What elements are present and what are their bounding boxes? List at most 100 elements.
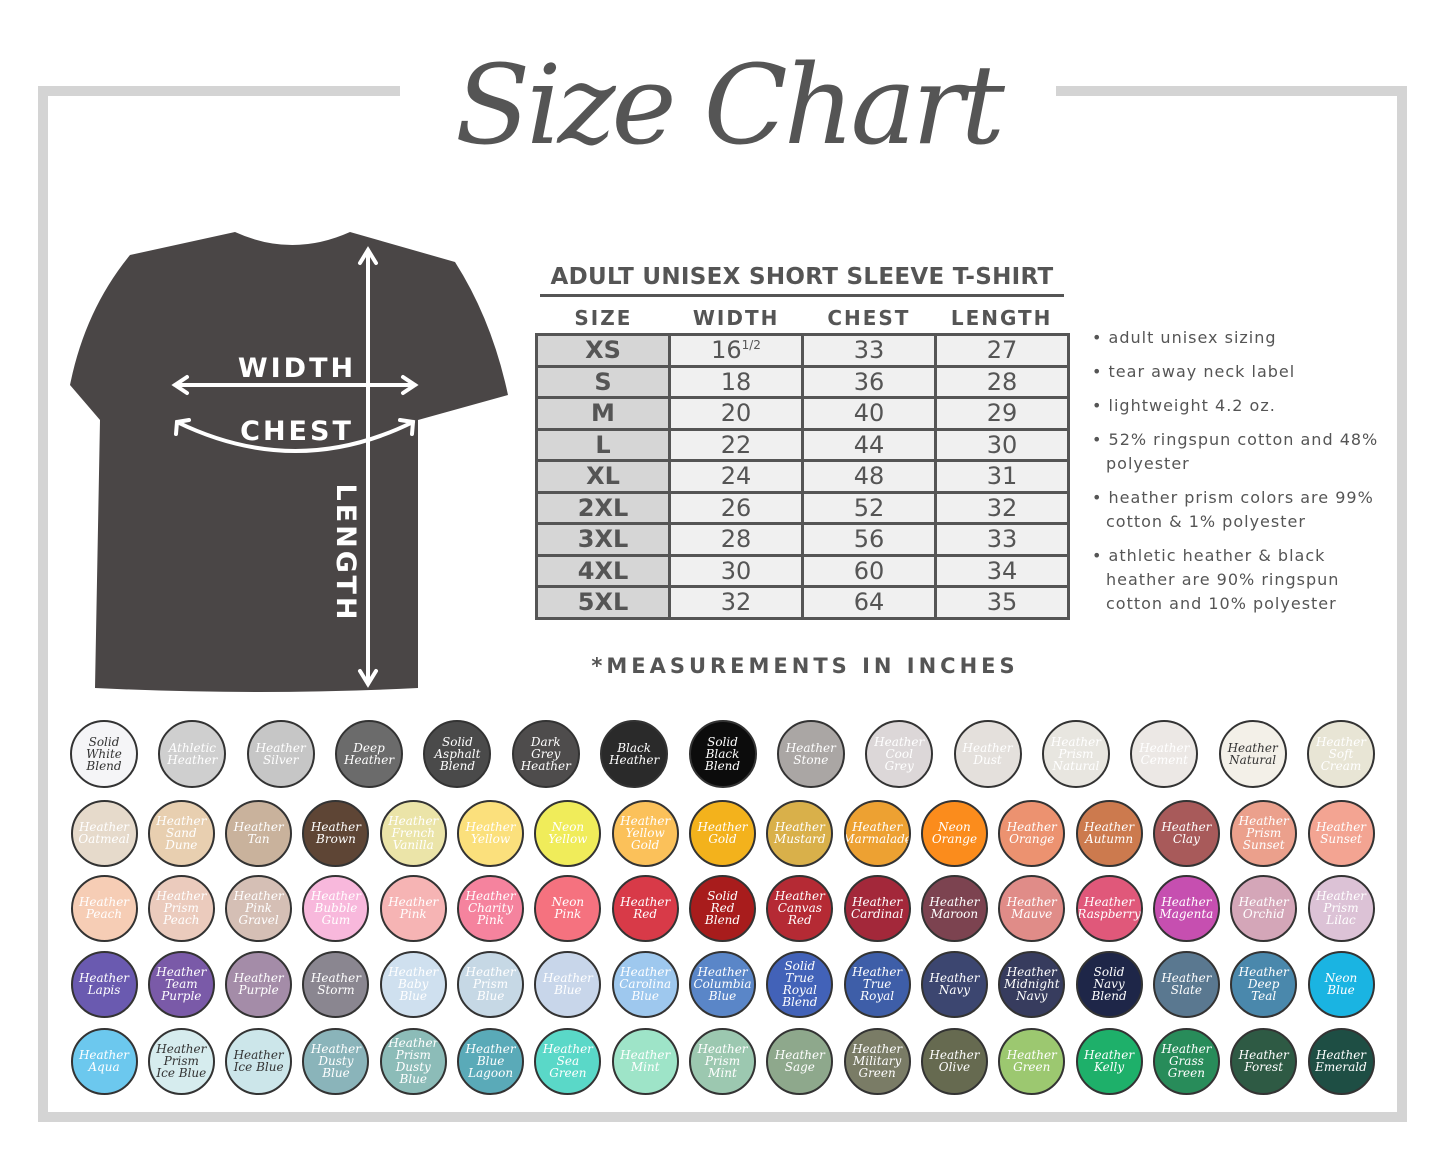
cell-width: 24 [668, 459, 804, 494]
cell-size: S [535, 364, 671, 399]
color-swatch: Heather Midnight Navy [998, 950, 1066, 1018]
color-swatch: Heather Soft Cream [1307, 720, 1375, 788]
feature-item: • heather prism colors are 99% cotton & … [1092, 488, 1374, 531]
feature-item: • athletic heather & black heather are 9… [1092, 546, 1340, 613]
table-row: S 18 36 28 [535, 364, 1070, 399]
color-swatch: Heather Military Green [843, 1027, 911, 1095]
size-value: 2XL [577, 493, 629, 522]
cell-chest: 36 [801, 364, 937, 399]
measurement-note: *MEASUREMENTS IN INCHES [591, 654, 1019, 678]
chest-value: 64 [853, 588, 885, 617]
color-swatch: Heather Oatmeal [70, 799, 138, 867]
cell-length: 28 [934, 364, 1070, 399]
cell-length: 30 [934, 427, 1070, 462]
color-swatch: Heather Cardinal [843, 874, 911, 942]
width-value: 24 [720, 462, 752, 491]
color-swatch: Solid White Blend [70, 720, 138, 788]
cell-chest: 40 [801, 396, 937, 431]
title-backdrop [400, 20, 1056, 200]
cell-size: 2XL [535, 490, 671, 525]
chest-label: CHEST [240, 416, 354, 447]
color-swatch: Heather Prism Mint [689, 1027, 756, 1095]
color-swatch: Heather Lapis [70, 950, 138, 1018]
color-swatch: Heather Pink Gravel [225, 874, 293, 942]
color-swatch: Heather Raspberry [1075, 874, 1143, 942]
width-value: 20 [720, 399, 752, 428]
cell-size: 5XL [535, 585, 671, 620]
size-value: L [595, 430, 611, 459]
size-value: XS [585, 336, 621, 365]
column-header: SIZE [574, 306, 633, 330]
cell-width: 26 [668, 490, 804, 525]
width-label: WIDTH [238, 353, 356, 384]
feature-item: • 52% ringspun cotton and 48% polyester [1092, 430, 1379, 473]
width-value: 26 [720, 493, 752, 522]
tshirt-shape [70, 232, 508, 692]
color-swatch: Neon Pink [534, 874, 602, 942]
color-swatch: Heather Prism Natural [1041, 720, 1110, 788]
chest-arrow [174, 418, 416, 453]
color-swatch: Heather Mint [611, 1027, 679, 1095]
color-swatch: Heather Sand Dune [147, 799, 215, 867]
color-swatch: Heather Blue Lagoon [457, 1027, 525, 1095]
color-swatch: Heather Purple [225, 950, 293, 1018]
size-value: M [591, 399, 615, 428]
color-swatch: Heather Yellow [457, 799, 525, 867]
tshirt-illustration: WIDTH CHEST LENGTH [70, 232, 508, 692]
color-swatch: Heather Green [998, 1027, 1066, 1095]
size-table: XS 161/2 33 27 S 18 36 28 M 20 40 29 L 22 44 30 XL 24 48 31… [535, 333, 1070, 620]
width-value: 30 [720, 556, 752, 585]
color-swatch: Heather Sage [766, 1027, 834, 1095]
feature-item: • adult unisex sizing [1092, 328, 1277, 347]
table-header: SIZE WIDTH CHEST LENGTH [537, 306, 1068, 330]
column-header: CHEST [827, 306, 911, 330]
cell-width: 28 [668, 522, 804, 557]
color-swatch: Heather Peach [70, 874, 138, 942]
color-swatch: Heather Baby Blue [379, 950, 447, 1018]
color-swatch: Heather Slate [1152, 950, 1220, 1018]
cell-size: L [535, 427, 671, 462]
cell-chest: 48 [801, 459, 937, 494]
color-swatch: Heather True Royal [843, 950, 911, 1018]
width-fraction: 1/2 [741, 338, 761, 353]
table-row: 5XL 32 64 35 [535, 585, 1070, 620]
width-value: 28 [720, 525, 752, 554]
cell-size: 4XL [535, 553, 671, 588]
cell-length: 34 [934, 553, 1070, 588]
color-swatch: Neon Yellow [534, 799, 602, 867]
color-swatch: Heather Prism Sunset [1230, 799, 1298, 867]
cell-chest: 56 [801, 522, 937, 557]
length-arrow [358, 246, 378, 688]
color-swatch: Heather Navy [920, 950, 988, 1018]
chest-value: 36 [853, 367, 885, 396]
color-swatch: Heather Stone [776, 720, 845, 788]
feature-list: • adult unisex sizing • tear away neck l… [1092, 326, 1392, 626]
table-row: 3XL 28 56 33 [535, 522, 1070, 557]
cell-chest: 60 [801, 553, 937, 588]
width-arrow [171, 375, 419, 395]
length-label: LENGTH [330, 484, 361, 623]
color-swatch: Heather Gold [689, 799, 756, 867]
color-swatch: Deep Heather [335, 720, 404, 788]
color-swatch: Heather Dusty Blue [302, 1027, 370, 1095]
color-swatch: Heather Deep Teal [1230, 950, 1298, 1018]
color-swatch: Heather Carolina Blue [611, 950, 679, 1018]
color-swatch: Solid Black Blend [688, 720, 757, 788]
color-swatch: Neon Orange [920, 799, 988, 867]
width-value: 32 [720, 588, 752, 617]
color-swatch: Athletic Heather [158, 720, 227, 788]
cell-width: 22 [668, 427, 804, 462]
color-swatch: Heather Sunset [1307, 799, 1375, 867]
length-value: 35 [986, 588, 1018, 617]
color-swatch: Heather Columbia Blue [689, 950, 756, 1018]
color-swatch: Heather Grass Green [1152, 1027, 1220, 1095]
cell-size: M [535, 396, 671, 431]
color-swatch: Heather Ice Blue [225, 1027, 293, 1095]
color-swatch: Heather Canvas Red [766, 874, 834, 942]
color-swatch: Dark Grey Heather [511, 720, 580, 788]
color-swatch: Solid Navy Blend [1075, 950, 1143, 1018]
chest-value: 60 [853, 556, 885, 585]
color-swatch: Heather Clay [1152, 799, 1220, 867]
size-value: 4XL [577, 556, 629, 585]
length-value: 27 [986, 336, 1018, 365]
